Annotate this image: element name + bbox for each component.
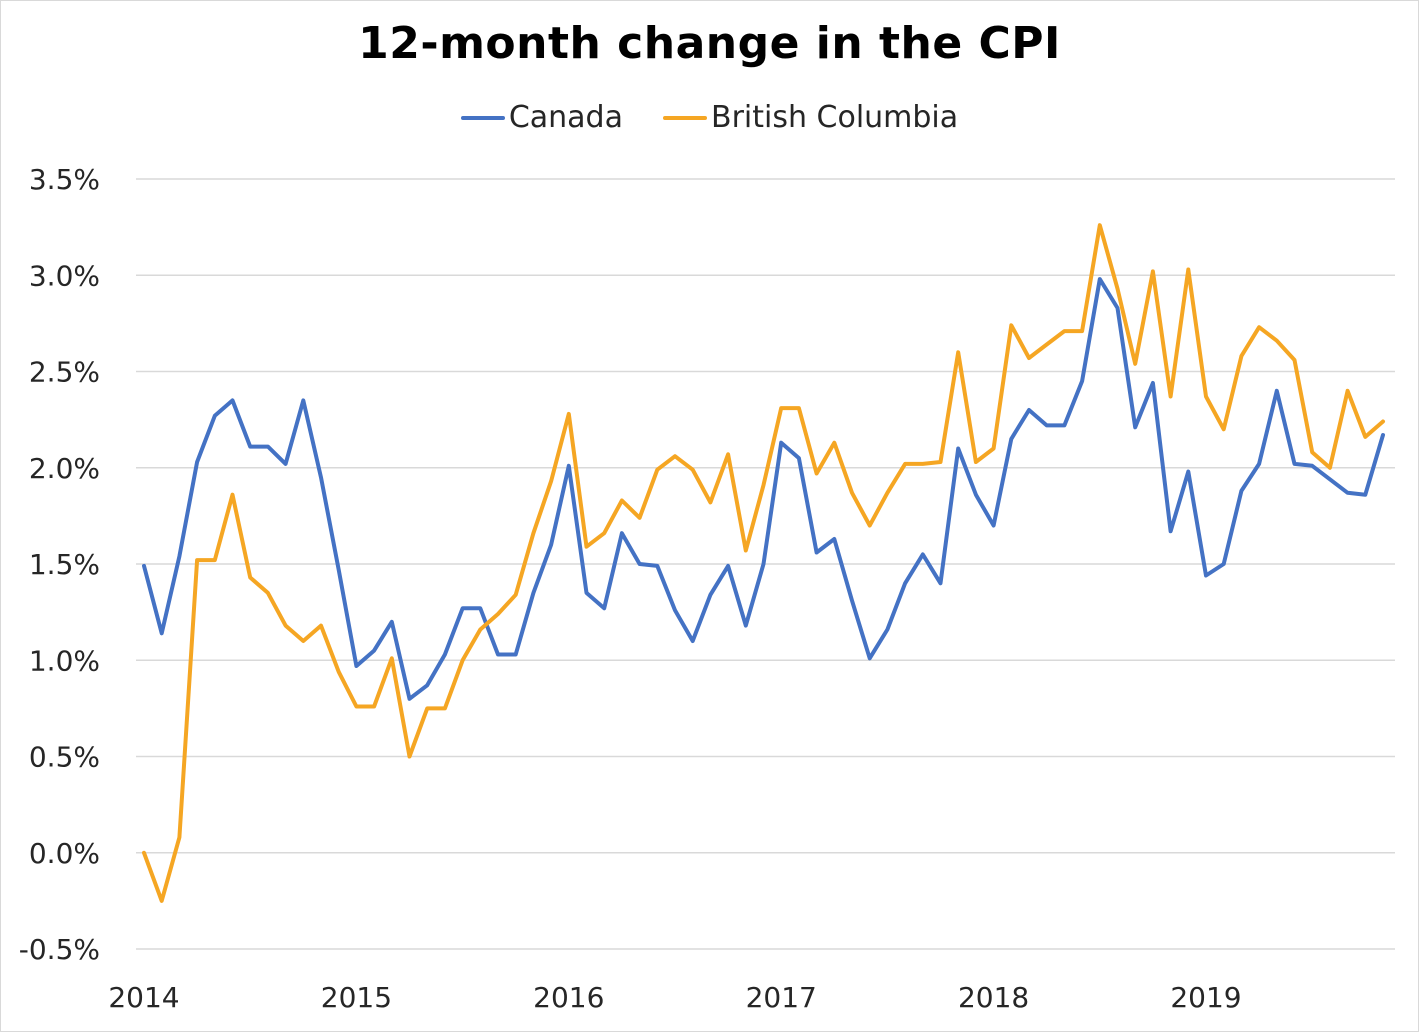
x-tick-label: 2019 [1170, 981, 1241, 1014]
x-tick-label: 2017 [746, 981, 817, 1014]
y-tick-label: 2.0% [29, 452, 100, 485]
chart-title: 12-month change in the CPI [358, 18, 1061, 69]
y-tick-label: 3.0% [29, 259, 100, 292]
chart-legend: Canada British Columbia [0, 100, 1419, 135]
y-tick-label: 1.0% [29, 644, 100, 677]
y-tick-label: 2.5% [29, 356, 100, 389]
x-tick-label: 2014 [108, 981, 179, 1014]
legend-swatch-canada [460, 115, 505, 120]
x-axis-ticks: 2014 2015 2016 2017 2018 2019 [108, 981, 1241, 1014]
x-tick-label: 2018 [958, 981, 1029, 1014]
y-tick-label: -0.5% [19, 933, 100, 966]
y-tick-label: 0.0% [29, 837, 100, 870]
series-line-canada [142, 277, 1385, 701]
y-axis-ticks: -0.5% 0.0% 0.5% 1.0% 1.5% 2.0% 2.5% 3.0% 3.5% [19, 163, 100, 966]
y-tick-label: 3.5% [29, 163, 100, 196]
x-tick-label: 2015 [321, 981, 392, 1014]
series-lines [142, 223, 1385, 903]
series-line-british-columbia [142, 223, 1385, 903]
y-tick-label: 1.5% [29, 548, 100, 581]
x-tick-label: 2016 [533, 981, 604, 1014]
gridlines [136, 178, 1395, 950]
legend-item-british-columbia: British Columbia [662, 100, 959, 135]
legend-item-canada: Canada [460, 100, 623, 135]
y-tick-label: 0.5% [29, 741, 100, 774]
legend-label-british-columbia: British Columbia [710, 100, 959, 135]
legend-label-canada: Canada [508, 100, 623, 135]
legend-swatch-british-columbia [662, 115, 707, 120]
